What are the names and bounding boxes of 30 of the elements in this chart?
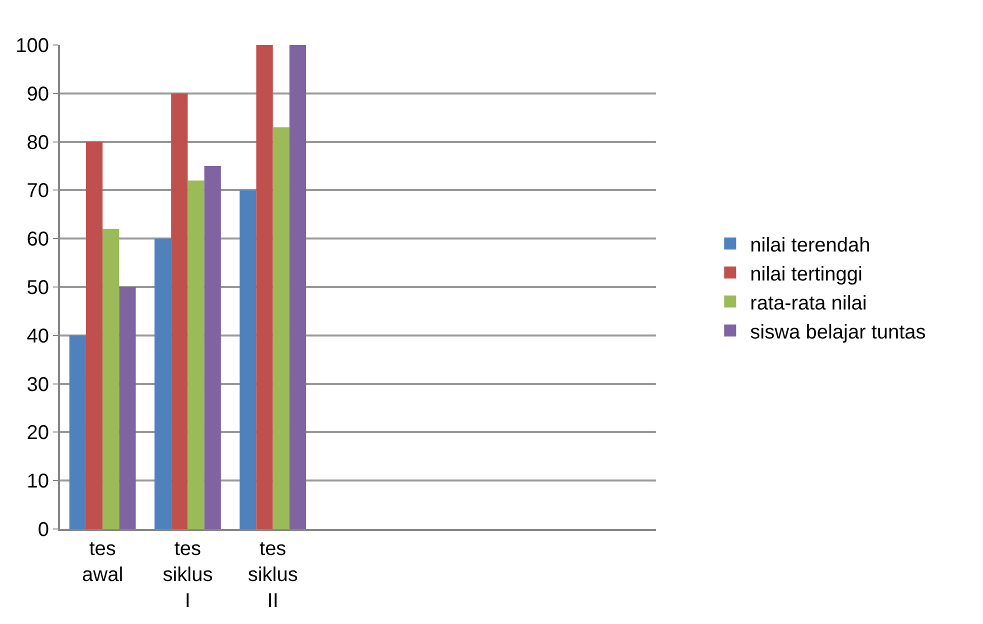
bar	[69, 335, 86, 529]
y-tick-label: 50	[26, 277, 49, 299]
legend-label: siswa belajar tuntas	[750, 321, 926, 344]
x-tick-label: tes siklus II	[248, 538, 298, 612]
bar	[204, 166, 221, 529]
bar	[102, 228, 120, 529]
legend-label: nilai tertinggi	[750, 263, 862, 286]
x-tick-label: tes awal	[82, 538, 124, 586]
y-tick-label: 0	[38, 519, 49, 541]
bar	[188, 180, 204, 529]
x-tick-label: tes siklus I	[162, 538, 213, 612]
y-tick-label: 30	[26, 374, 49, 396]
y-tick-label: 100	[16, 35, 49, 57]
bar	[86, 142, 103, 529]
bar	[289, 45, 306, 529]
y-tick-label: 80	[26, 132, 49, 154]
bar	[171, 93, 188, 529]
bar	[272, 127, 290, 529]
y-tick-label: 70	[26, 180, 49, 202]
bar	[240, 190, 256, 529]
bar	[256, 45, 273, 529]
legend-label: nilai terendah	[750, 234, 870, 256]
y-tick-label: 40	[26, 325, 49, 348]
y-tick-label: 10	[26, 470, 49, 493]
bar	[154, 238, 172, 529]
legend-label: rata-rata nilai	[750, 292, 867, 314]
y-tick-label: 90	[26, 83, 49, 106]
bar	[119, 287, 136, 529]
y-tick-label: 60	[26, 228, 49, 251]
y-tick-label: 20	[26, 422, 49, 444]
